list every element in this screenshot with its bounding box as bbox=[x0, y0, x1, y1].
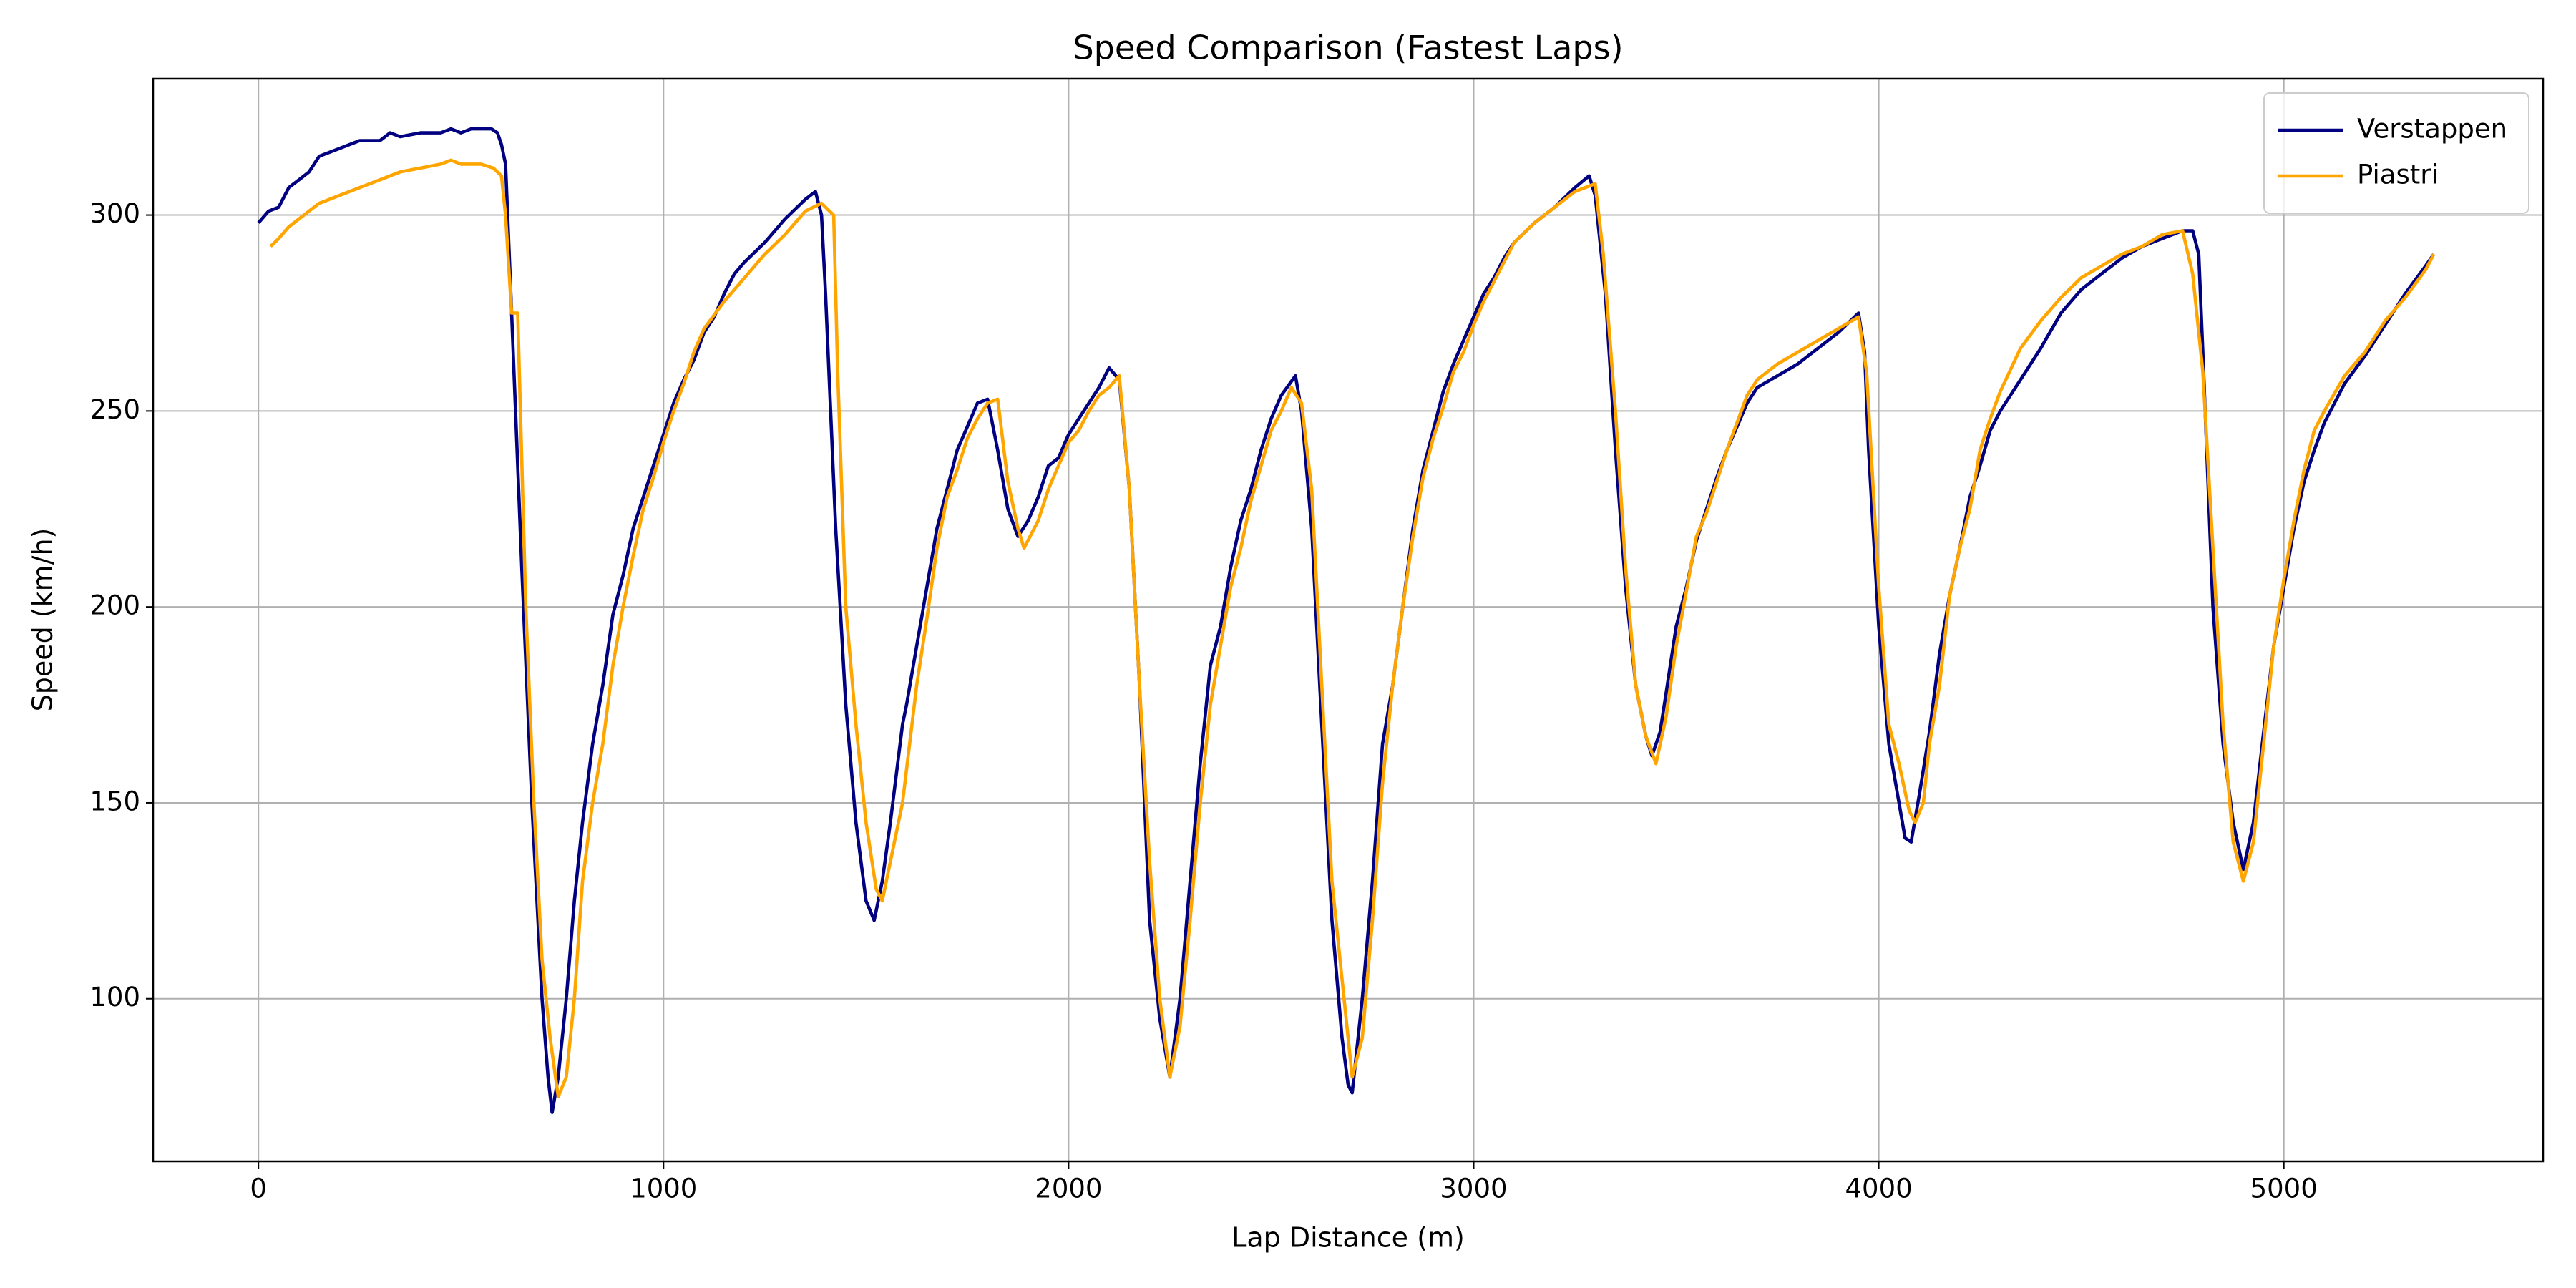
chart-title: Speed Comparison (Fastest Laps) bbox=[1073, 29, 1623, 67]
legend-label: Verstappen bbox=[2357, 114, 2507, 145]
y-tick-label: 150 bbox=[89, 786, 140, 816]
y-axis-label: Speed (km/h) bbox=[27, 528, 59, 712]
legend: Verstappen Piastri bbox=[2263, 92, 2529, 214]
y-tick-label: 100 bbox=[89, 982, 140, 1013]
x-tick-label: 1000 bbox=[630, 1174, 697, 1204]
x-tick-label: 0 bbox=[250, 1174, 267, 1204]
x-tick-label: 3000 bbox=[1440, 1174, 1507, 1204]
y-tick-label: 300 bbox=[89, 198, 140, 229]
plot-area: 0 1000 2000 3000 4000 5000 100 150 200 250 300 Vers… bbox=[89, 77, 2545, 1204]
series-line bbox=[269, 158, 2436, 1098]
x-tick-label: 4000 bbox=[1845, 1174, 1913, 1204]
x-tick-label: 2000 bbox=[1035, 1174, 1102, 1204]
x-axis-label: Lap Distance (m) bbox=[1231, 1222, 1465, 1254]
axes-frame bbox=[152, 77, 2545, 1163]
legend-box bbox=[2263, 92, 2529, 214]
y-tick-label: 200 bbox=[89, 590, 140, 621]
x-tick-label: 5000 bbox=[2250, 1174, 2318, 1204]
legend-label: Piastri bbox=[2357, 160, 2439, 190]
y-tick-label: 250 bbox=[89, 394, 140, 425]
